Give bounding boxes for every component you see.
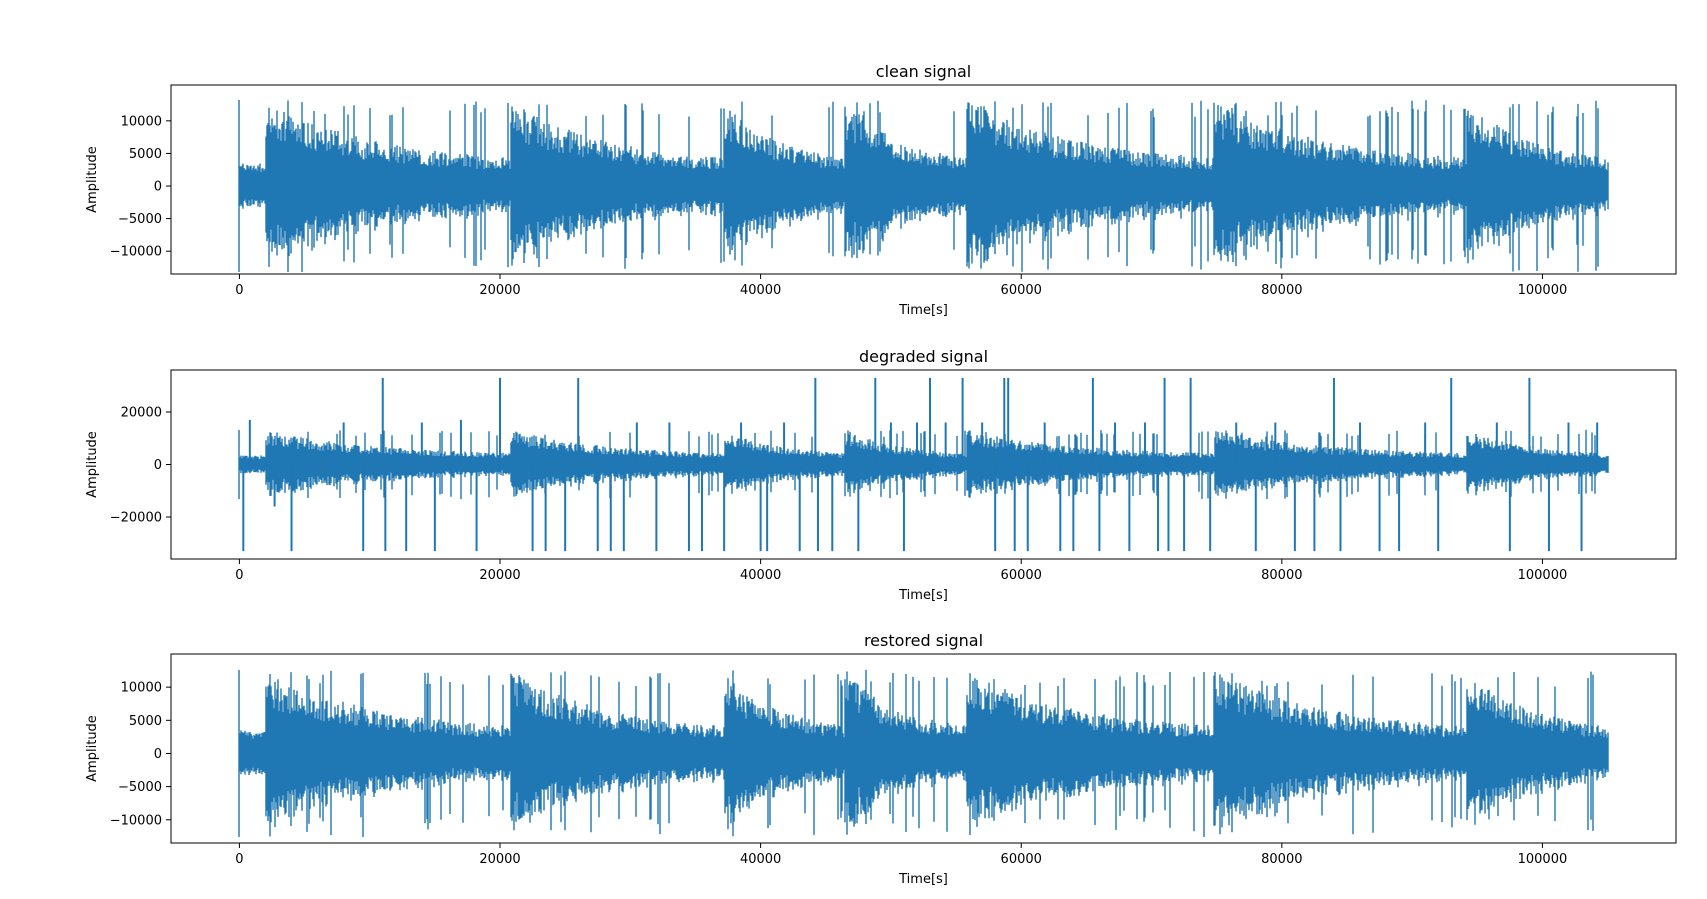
x-axis-label: Time[s] bbox=[898, 588, 948, 603]
chart-title: restored signal bbox=[864, 631, 983, 650]
y-tick-label: 0 bbox=[154, 180, 162, 195]
x-tick-label: 0 bbox=[235, 283, 243, 298]
x-axis-label: Time[s] bbox=[898, 303, 948, 318]
y-tick-label: 5000 bbox=[129, 714, 162, 729]
x-tick-label: 100000 bbox=[1518, 568, 1568, 583]
x-tick-label: 20000 bbox=[479, 283, 520, 298]
y-tick-label: −5000 bbox=[118, 212, 162, 227]
axes-frame bbox=[170, 84, 1677, 275]
signal-line bbox=[238, 429, 1609, 500]
subplot-3: restored signal 0 20000 40000 60000 80000 1000… bbox=[85, 631, 1677, 887]
x-tick-label: 100000 bbox=[1518, 283, 1568, 298]
y-tick-label: 5000 bbox=[129, 147, 162, 162]
subplot-2: degraded signal 0 20000 40000 60000 80000 1000… bbox=[85, 347, 1677, 603]
x-tick-label: 40000 bbox=[740, 283, 781, 298]
y-tick-label: −10000 bbox=[110, 813, 162, 828]
x-tick-label: 20000 bbox=[479, 568, 520, 583]
y-axis-label: Amplitude bbox=[85, 431, 100, 498]
y-tick-label: 0 bbox=[154, 458, 162, 473]
x-tick-label: 20000 bbox=[479, 852, 520, 867]
x-tick-label: 80000 bbox=[1261, 568, 1302, 583]
axes-frame bbox=[170, 653, 1677, 844]
y-tick-label: 10000 bbox=[121, 681, 162, 696]
y-axis-label: Amplitude bbox=[85, 715, 100, 782]
signal-line bbox=[238, 669, 1609, 837]
y-tick-label: −20000 bbox=[110, 511, 162, 526]
y-axis-label: Amplitude bbox=[85, 146, 100, 213]
x-tick-label: 60000 bbox=[1001, 568, 1042, 583]
x-axis-label: Time[s] bbox=[898, 872, 948, 887]
x-tick-label: 0 bbox=[235, 568, 243, 583]
x-tick-label: 0 bbox=[235, 852, 243, 867]
x-tick-label: 40000 bbox=[740, 568, 781, 583]
x-tick-label: 40000 bbox=[740, 852, 781, 867]
x-tick-label: 80000 bbox=[1261, 852, 1302, 867]
y-tick-label: −5000 bbox=[118, 780, 162, 795]
chart-title: clean signal bbox=[876, 62, 971, 81]
x-tick-label: 60000 bbox=[1001, 852, 1042, 867]
x-tick-label: 100000 bbox=[1518, 852, 1568, 867]
signal-line bbox=[238, 100, 1609, 272]
x-tick-label: 80000 bbox=[1261, 283, 1302, 298]
y-tick-label: 0 bbox=[154, 747, 162, 762]
y-tick-label: 20000 bbox=[121, 406, 162, 421]
y-tick-label: 10000 bbox=[121, 114, 162, 129]
x-tick-label: 60000 bbox=[1001, 283, 1042, 298]
chart-title: degraded signal bbox=[859, 347, 988, 366]
y-tick-label: −10000 bbox=[110, 245, 162, 260]
